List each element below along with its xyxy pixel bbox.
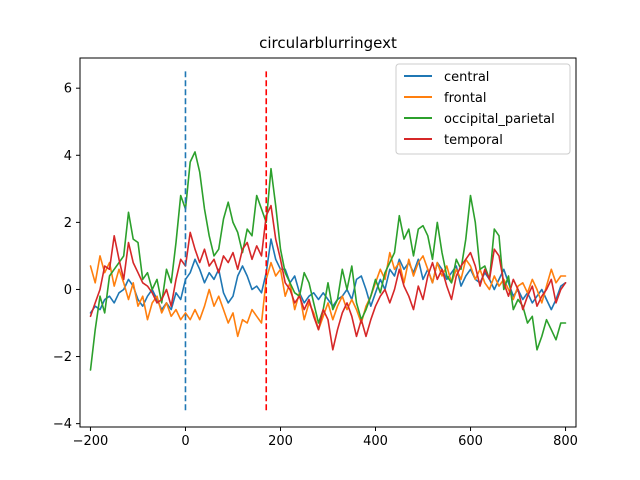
- y-tick-label: 6: [64, 82, 72, 97]
- legend-label-central: central: [444, 70, 489, 85]
- legend: central frontal occipital_parietal temporal: [395, 63, 571, 155]
- legend-box: [395, 63, 571, 155]
- y-tick-label: −2: [53, 350, 72, 365]
- chart-title: circularblurringext: [259, 34, 397, 52]
- series-line-occipital-parietal: [89, 151, 567, 371]
- y-tick-label: −4: [53, 417, 72, 432]
- x-tick-label: 800: [553, 434, 578, 449]
- legend-label-temporal: temporal: [444, 133, 503, 148]
- x-tick-label: 400: [363, 434, 388, 449]
- legend-label-frontal: frontal: [444, 91, 487, 106]
- series-line-central: [89, 238, 567, 314]
- x-tick-label: −200: [73, 434, 109, 449]
- plot-area: [89, 71, 567, 411]
- legend-label-occipital-parietal: occipital_parietal: [444, 112, 555, 127]
- axes-frame: [79, 57, 577, 428]
- axes: −200 0 200 400 600 800 −4 −2 0 2 4 6: [53, 57, 578, 449]
- series-line-temporal: [89, 204, 567, 351]
- x-tick-label: 0: [181, 434, 189, 449]
- y-tick-label: 4: [64, 149, 72, 164]
- x-tick-label: 600: [458, 434, 483, 449]
- y-tick-label: 2: [64, 216, 72, 231]
- series-line-frontal: [89, 251, 567, 338]
- x-tick-label: 200: [268, 434, 293, 449]
- y-tick-label: 0: [64, 283, 72, 298]
